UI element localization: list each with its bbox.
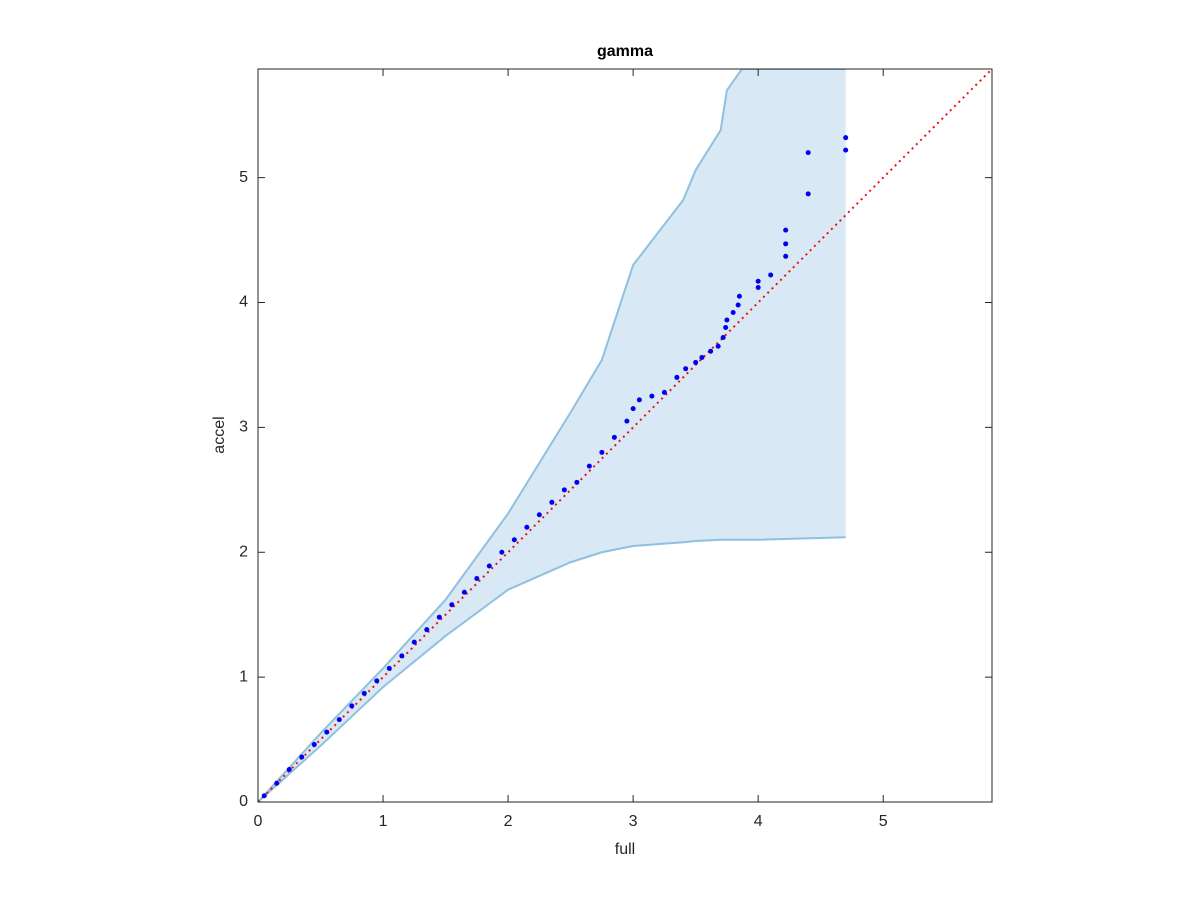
data-point [349,703,355,709]
data-point [661,389,667,395]
data-point [486,563,492,569]
data-point [324,729,330,735]
data-point [783,241,789,247]
data-point [374,678,380,684]
data-point [735,302,741,308]
data-point [649,393,655,399]
data-point [549,499,555,505]
data-point [361,690,367,696]
data-point [699,354,705,360]
chart-title: gamma [597,43,653,60]
data-point [436,614,442,620]
axes-box [257,68,993,803]
y-tick-label: 2 [239,543,248,560]
data-point [536,512,542,518]
data-point [336,717,342,723]
data-point [723,324,729,330]
data-point [715,343,721,349]
x-tick-label: 0 [254,813,263,830]
data-point [724,317,730,323]
data-point [449,602,455,608]
data-point [783,227,789,233]
data-point [805,150,811,156]
data-point [693,359,699,365]
data-point [586,463,592,469]
data-point [474,575,480,581]
data-point [636,397,642,403]
data-point [805,191,811,197]
y-tick-label: 5 [239,169,248,186]
data-point [524,524,530,530]
data-point [755,278,761,284]
data-point [274,780,280,786]
plot-area [258,69,992,802]
data-point [736,293,742,299]
data-point [511,537,517,543]
data-point [499,549,505,555]
data-point [386,665,392,671]
y-tick-label: 0 [239,793,248,810]
y-tick-label: 4 [239,294,248,311]
y-axis-label: accel [211,416,228,453]
band-upper-edge [258,69,846,802]
data-point [311,742,317,748]
data-point [461,589,467,595]
data-point [261,793,267,799]
data-point [674,374,680,380]
data-point [783,253,789,259]
data-point [624,418,630,424]
reference-line [258,69,992,802]
data-point [720,334,726,340]
data-point [843,147,849,153]
x-tick-label: 2 [504,813,513,830]
data-point [843,135,849,141]
data-point [411,639,417,645]
data-point [630,406,636,412]
data-point [424,627,430,633]
data-point [611,434,617,440]
data-point [683,366,689,372]
data-point [730,310,736,316]
data-point [399,653,405,659]
data-point [299,754,305,760]
x-tick-label: 5 [879,813,888,830]
data-point [286,767,292,773]
band-lower-edge [258,536,846,802]
x-tick-label: 3 [629,813,638,830]
x-axis-label: full [615,841,635,858]
confidence-band [258,69,846,802]
x-tick-label: 1 [379,813,388,830]
x-tick-label: 4 [754,813,763,830]
data-point [574,479,580,485]
data-point [561,487,567,493]
data-point [599,449,605,455]
data-point [708,348,714,354]
data-point [755,285,761,291]
y-tick-label: 3 [239,419,248,436]
data-point [768,272,774,278]
y-tick-label: 1 [239,668,248,685]
